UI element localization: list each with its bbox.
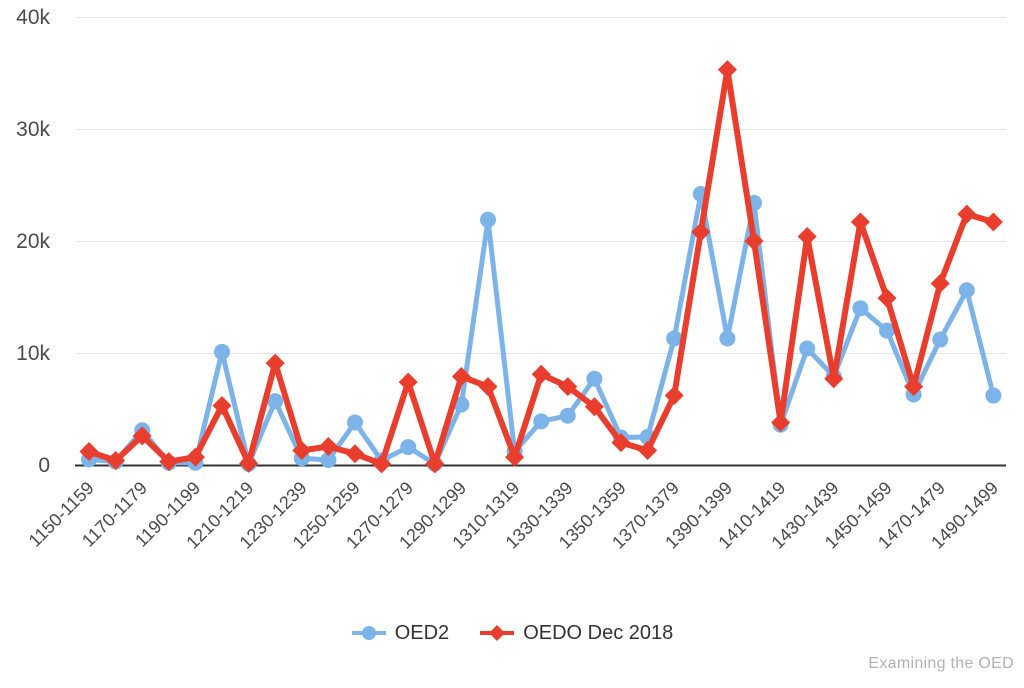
data-point-oedo-dec-2018[interactable] bbox=[797, 227, 817, 247]
data-point-oed2[interactable] bbox=[666, 330, 683, 347]
legend-label: OED2 bbox=[394, 621, 450, 644]
data-point-oedo-dec-2018[interactable] bbox=[318, 437, 338, 457]
data-point-oed2[interactable] bbox=[480, 211, 496, 228]
y-axis-tick-label: 40k bbox=[16, 6, 50, 29]
data-point-oedo-dec-2018[interactable] bbox=[824, 369, 844, 389]
data-point-oedo-dec-2018[interactable] bbox=[372, 454, 392, 474]
data-point-oedo-dec-2018[interactable] bbox=[106, 451, 126, 471]
legend-item-oedo-dec-2018[interactable]: OEDO Dec 2018 bbox=[479, 622, 673, 645]
data-point-oedo-dec-2018[interactable] bbox=[425, 454, 445, 474]
data-point-oedo-dec-2018[interactable] bbox=[664, 386, 684, 406]
data-point-oed2[interactable] bbox=[320, 451, 337, 468]
legend-label: OEDO Dec 2018 bbox=[523, 621, 674, 644]
data-point-oed2[interactable] bbox=[453, 396, 470, 413]
data-point-oed2[interactable] bbox=[347, 414, 363, 431]
data-point-oedo-dec-2018[interactable] bbox=[79, 442, 99, 462]
legend-marker-circle-icon bbox=[351, 626, 386, 640]
y-axis-tick-label: 30k bbox=[16, 118, 50, 141]
data-point-oedo-dec-2018[interactable] bbox=[771, 412, 791, 432]
data-point-oedo-dec-2018[interactable] bbox=[611, 433, 631, 453]
data-point-oed2[interactable] bbox=[559, 407, 576, 424]
watermark-text: Examining the OED bbox=[868, 655, 1014, 672]
data-point-oedo-dec-2018[interactable] bbox=[877, 288, 897, 308]
data-point-oedo-dec-2018[interactable] bbox=[717, 60, 737, 80]
data-point-oedo-dec-2018[interactable] bbox=[983, 212, 1003, 232]
data-point-oed2[interactable] bbox=[799, 340, 816, 357]
data-point-oed2[interactable] bbox=[958, 282, 975, 299]
data-point-oedo-dec-2018[interactable] bbox=[558, 377, 578, 397]
data-point-oedo-dec-2018[interactable] bbox=[292, 440, 312, 460]
data-point-oed2[interactable] bbox=[400, 439, 417, 456]
data-point-oedo-dec-2018[interactable] bbox=[638, 440, 658, 460]
data-point-oed2[interactable] bbox=[879, 322, 895, 339]
data-point-oedo-dec-2018[interactable] bbox=[850, 212, 870, 232]
data-point-oedo-dec-2018[interactable] bbox=[265, 353, 285, 373]
y-axis-tick-label: 20k bbox=[16, 230, 50, 253]
data-point-oedo-dec-2018[interactable] bbox=[584, 397, 604, 417]
data-point-oedo-dec-2018[interactable] bbox=[478, 377, 498, 397]
data-point-oedo-dec-2018[interactable] bbox=[451, 367, 471, 387]
data-point-oedo-dec-2018[interactable] bbox=[239, 453, 259, 473]
data-point-oed2[interactable] bbox=[533, 413, 550, 430]
data-point-oed2[interactable] bbox=[586, 370, 603, 387]
legend-marker-diamond-icon bbox=[480, 625, 515, 641]
y-axis-tick-label: 10k bbox=[16, 342, 50, 365]
data-point-oedo-dec-2018[interactable] bbox=[904, 377, 924, 397]
legend-item-oed2[interactable]: OED2 bbox=[351, 622, 449, 645]
data-point-oed2[interactable] bbox=[852, 300, 869, 317]
data-point-oedo-dec-2018[interactable] bbox=[345, 444, 365, 464]
data-point-oedo-dec-2018[interactable] bbox=[957, 204, 977, 224]
data-point-oed2[interactable] bbox=[214, 343, 230, 360]
data-point-oed2[interactable] bbox=[267, 393, 284, 410]
data-point-oedo-dec-2018[interactable] bbox=[185, 447, 205, 467]
chart-legend: OED2 OEDO Dec 2018 bbox=[0, 616, 1024, 650]
y-axis-tick-label: 0 bbox=[38, 454, 50, 477]
data-point-oed2[interactable] bbox=[985, 387, 1002, 404]
data-point-oed2[interactable] bbox=[719, 330, 736, 347]
data-point-oedo-dec-2018[interactable] bbox=[691, 222, 711, 242]
data-point-oedo-dec-2018[interactable] bbox=[159, 452, 179, 472]
data-point-oedo-dec-2018[interactable] bbox=[930, 274, 950, 294]
data-point-oedo-dec-2018[interactable] bbox=[744, 231, 764, 251]
data-point-oedo-dec-2018[interactable] bbox=[132, 426, 152, 446]
data-point-oedo-dec-2018[interactable] bbox=[212, 396, 232, 416]
data-point-oed2[interactable] bbox=[932, 331, 949, 348]
data-point-oedo-dec-2018[interactable] bbox=[505, 447, 525, 467]
data-point-oedo-dec-2018[interactable] bbox=[398, 372, 418, 392]
data-point-oedo-dec-2018[interactable] bbox=[531, 364, 551, 384]
